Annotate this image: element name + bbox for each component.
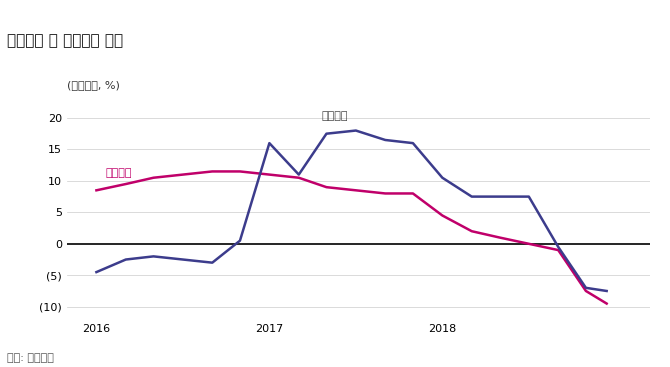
Text: 자료: 한국은행: 자료: 한국은행 [7,353,54,363]
Text: (전년대비, %): (전년대비, %) [67,80,120,90]
Text: 건설투자: 건설투자 [105,168,131,178]
Text: 설비투자: 설비투자 [321,111,348,121]
Text: 건설투자 및 설비투자 추이: 건설투자 및 설비투자 추이 [7,33,123,48]
